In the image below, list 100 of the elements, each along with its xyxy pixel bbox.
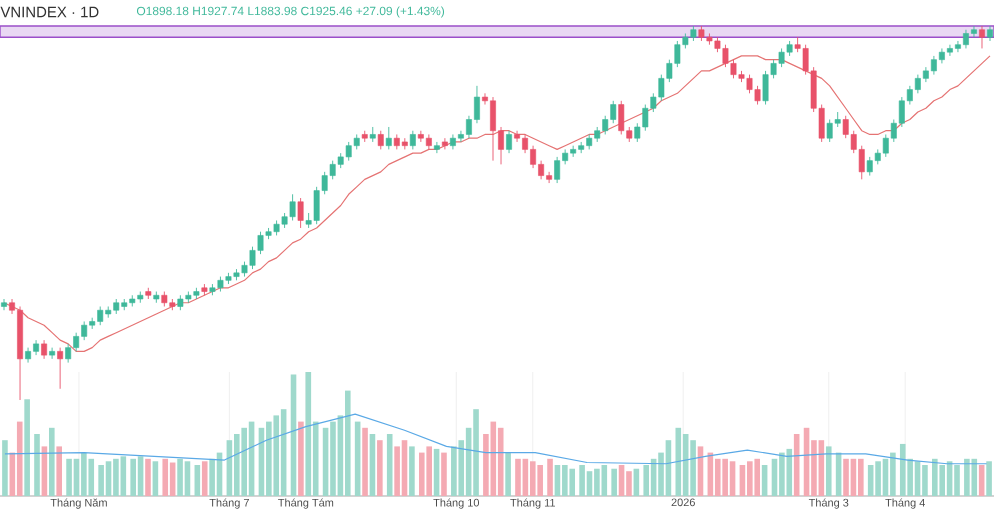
- bar: [330, 421, 336, 496]
- bar: [2, 440, 8, 496]
- bar: [409, 446, 415, 496]
- bar: [497, 427, 504, 496]
- candlestick: [433, 141, 440, 154]
- bar: [729, 461, 736, 496]
- bar: [547, 458, 553, 496]
- bar: [932, 458, 938, 496]
- bar: [611, 468, 617, 496]
- bar: [66, 458, 72, 496]
- candlestick: [41, 339, 48, 360]
- candlestick: [554, 156, 561, 184]
- bar: [537, 465, 543, 496]
- bar: [515, 458, 521, 496]
- candlestick: [979, 25, 985, 49]
- candlestick: [25, 347, 31, 364]
- bar: [964, 458, 970, 496]
- bar: [177, 458, 183, 496]
- bar: [201, 461, 208, 496]
- bar: [441, 452, 447, 496]
- candlestick: [441, 137, 448, 150]
- bar: [643, 465, 650, 496]
- candlestick: [722, 44, 729, 68]
- bar: [939, 465, 946, 496]
- bar: [418, 452, 425, 496]
- bar: [426, 446, 432, 496]
- bar: [49, 427, 55, 496]
- bar: [986, 461, 992, 496]
- bar: [899, 443, 906, 496]
- candlestick: [57, 347, 64, 390]
- candlestick: [610, 100, 617, 124]
- bar: [875, 461, 881, 496]
- bar: [88, 458, 95, 496]
- bar: [779, 452, 785, 496]
- bar: [120, 456, 127, 496]
- candlestick: [642, 104, 649, 132]
- candlestick: [866, 156, 873, 177]
- bar: [569, 468, 576, 496]
- candlestick: [490, 96, 496, 162]
- bar: [825, 446, 832, 496]
- bar: [362, 427, 368, 496]
- bar: [690, 440, 696, 496]
- bar: [890, 452, 896, 496]
- bar: [843, 458, 849, 496]
- candlestick: [746, 74, 753, 94]
- candlestick: [514, 130, 520, 143]
- bar: [273, 415, 280, 496]
- bar: [34, 434, 40, 496]
- candlestick: [930, 55, 937, 76]
- bar: [714, 458, 721, 496]
- candlestick: [938, 47, 945, 64]
- bar: [113, 458, 119, 496]
- bar: [344, 390, 351, 496]
- bar: [922, 465, 928, 496]
- bar: [105, 461, 112, 496]
- bar: [971, 458, 978, 496]
- bar: [722, 458, 728, 496]
- candlestick: [546, 171, 553, 184]
- bar: [505, 452, 511, 496]
- bar: [754, 458, 761, 496]
- candlestick: [297, 197, 304, 229]
- candlestick: [289, 193, 296, 221]
- bar: [377, 440, 383, 496]
- candlestick: [826, 119, 833, 143]
- candlestick: [49, 347, 56, 360]
- bar: [954, 465, 960, 496]
- bar: [626, 471, 632, 496]
- bar: [473, 409, 479, 496]
- bar: [233, 434, 240, 496]
- candlestick: [922, 66, 929, 83]
- candlestick: [914, 74, 921, 94]
- candlestick: [506, 130, 512, 154]
- candlestick: [1, 298, 7, 311]
- bar: [241, 427, 247, 496]
- bar: [16, 421, 23, 496]
- candlestick: [345, 141, 352, 162]
- bar: [152, 461, 159, 496]
- bar: [675, 427, 682, 496]
- candlestick: [409, 130, 416, 150]
- candlestick: [417, 130, 424, 143]
- candlestick: [530, 145, 537, 169]
- candlestick: [618, 100, 625, 135]
- candlestick: [971, 25, 977, 38]
- candlestick: [754, 85, 761, 105]
- bar: [81, 452, 87, 496]
- bar: [747, 461, 753, 496]
- candlestick: [73, 332, 80, 352]
- bar: [184, 461, 191, 496]
- bar: [298, 421, 304, 496]
- candlestick: [778, 47, 785, 68]
- candlestick: [963, 29, 969, 49]
- candlestick: [425, 134, 432, 150]
- candlestick: [954, 40, 961, 53]
- candlestick: [946, 44, 953, 57]
- bar: [451, 446, 457, 496]
- candlestick: [65, 343, 72, 364]
- bar: [586, 471, 593, 496]
- bar: [786, 448, 793, 496]
- bar: [145, 458, 151, 496]
- bar: [162, 458, 169, 496]
